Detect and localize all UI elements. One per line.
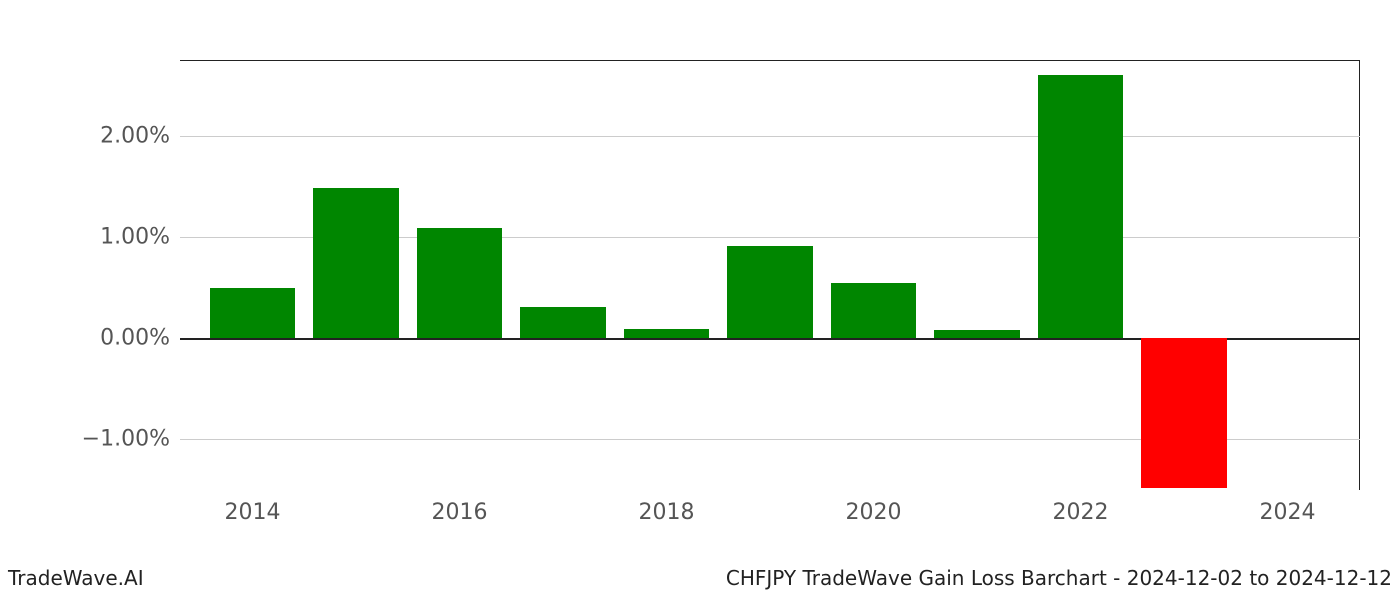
y-tick-label: 2.00% <box>10 123 170 148</box>
x-tick-label: 2014 <box>224 500 280 525</box>
y-tick-label: 1.00% <box>10 225 170 250</box>
gain-bar <box>520 307 606 338</box>
gain-bar <box>313 188 399 338</box>
gain-bar <box>417 228 503 338</box>
gain-bar <box>831 283 917 339</box>
x-tick-label: 2018 <box>638 500 694 525</box>
footer-caption: CHFJPY TradeWave Gain Loss Barchart - 20… <box>726 566 1392 590</box>
gain-bar <box>727 246 813 338</box>
gain-bar <box>210 288 296 339</box>
x-tick-label: 2016 <box>431 500 487 525</box>
x-tick-label: 2020 <box>846 500 902 525</box>
gridline <box>180 136 1360 137</box>
footer-brand: TradeWave.AI <box>8 566 144 590</box>
gain-bar <box>624 329 710 338</box>
loss-bar <box>1141 338 1227 488</box>
y-tick-label: −1.00% <box>10 427 170 452</box>
gain-bar <box>934 330 1020 338</box>
y-tick-label: 0.00% <box>10 326 170 351</box>
gain-bar <box>1038 75 1124 338</box>
x-tick-label: 2022 <box>1053 500 1109 525</box>
x-tick-label: 2024 <box>1260 500 1316 525</box>
